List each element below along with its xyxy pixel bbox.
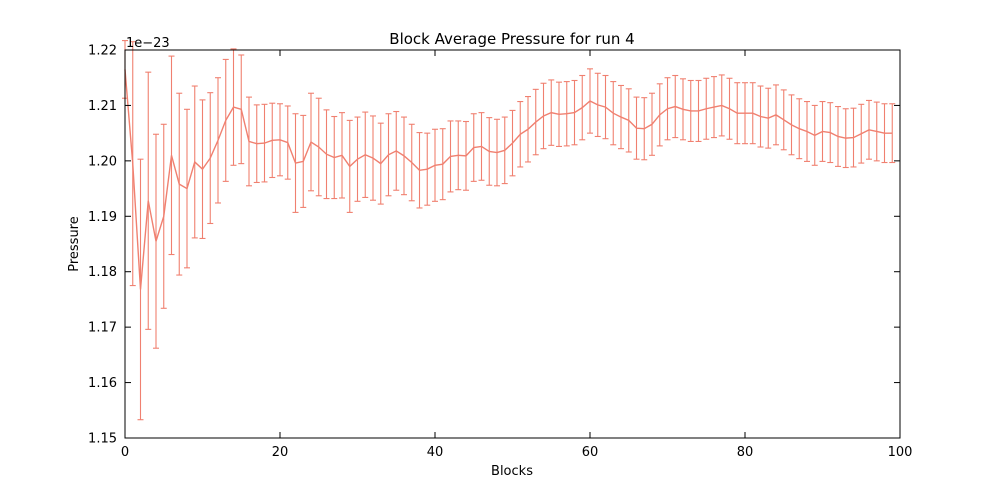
chart-title: Block Average Pressure for run 4	[389, 30, 634, 48]
ticks-layer: 0 20 40 60 80 100 1.15 1.16 1.17 1.18 1.19 1.20 1.21…	[88, 44, 912, 461]
x-tick-label: 0	[121, 445, 129, 460]
series-layer	[124, 69, 893, 290]
x-axis-label: Blocks	[491, 464, 533, 479]
y-offset-text: 1e−23	[126, 36, 170, 51]
pressure-series-line	[124, 69, 893, 290]
x-tick-label: 20	[272, 445, 289, 460]
y-tick-label: 1.15	[88, 432, 117, 447]
x-tick-label: 40	[427, 445, 444, 460]
x-tick-label: 60	[582, 445, 599, 460]
y-tick-label: 1.18	[88, 265, 117, 280]
y-tick-label: 1.20	[88, 154, 117, 169]
y-tick-label: 1.17	[88, 321, 117, 336]
y-tick-label: 1.19	[88, 210, 117, 225]
y-tick-label: 1.16	[88, 376, 117, 391]
y-axis-label: Pressure	[67, 216, 82, 272]
y-tick-label: 1.22	[88, 44, 117, 59]
x-tick-label: 80	[737, 445, 754, 460]
x-tick-label: 100	[888, 445, 913, 460]
plot-frame	[124, 49, 901, 439]
y-tick-label: 1.21	[88, 99, 117, 114]
